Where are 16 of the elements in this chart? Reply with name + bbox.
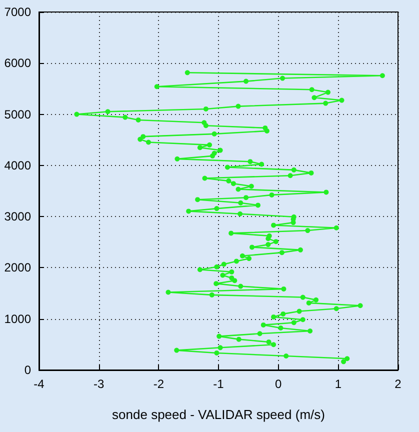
y-tick-label: 5000 (4, 107, 32, 122)
x-tick-label: -1 (213, 377, 224, 391)
y-tick-label: 1000 (4, 312, 32, 326)
y-tick-label: 4000 (4, 158, 32, 172)
x-tick-label: -3 (93, 377, 104, 391)
x-tick-label: -2 (153, 377, 164, 391)
x-tick-label: 1 (334, 377, 342, 391)
y-tick-label: 0 (24, 363, 32, 377)
x-tick-label: 0 (274, 377, 282, 391)
y-tick-label: 2000 (4, 260, 32, 275)
y-tick-label: 6000 (4, 56, 32, 70)
y-tick-label: 7000 (4, 5, 32, 19)
x-axis-title: sonde speed - VALIDAR speed (m/s) (112, 407, 325, 422)
y-tick-label: 3000 (4, 210, 32, 224)
x-tick-label: 2 (394, 377, 402, 391)
x-tick-label: -4 (34, 377, 45, 391)
